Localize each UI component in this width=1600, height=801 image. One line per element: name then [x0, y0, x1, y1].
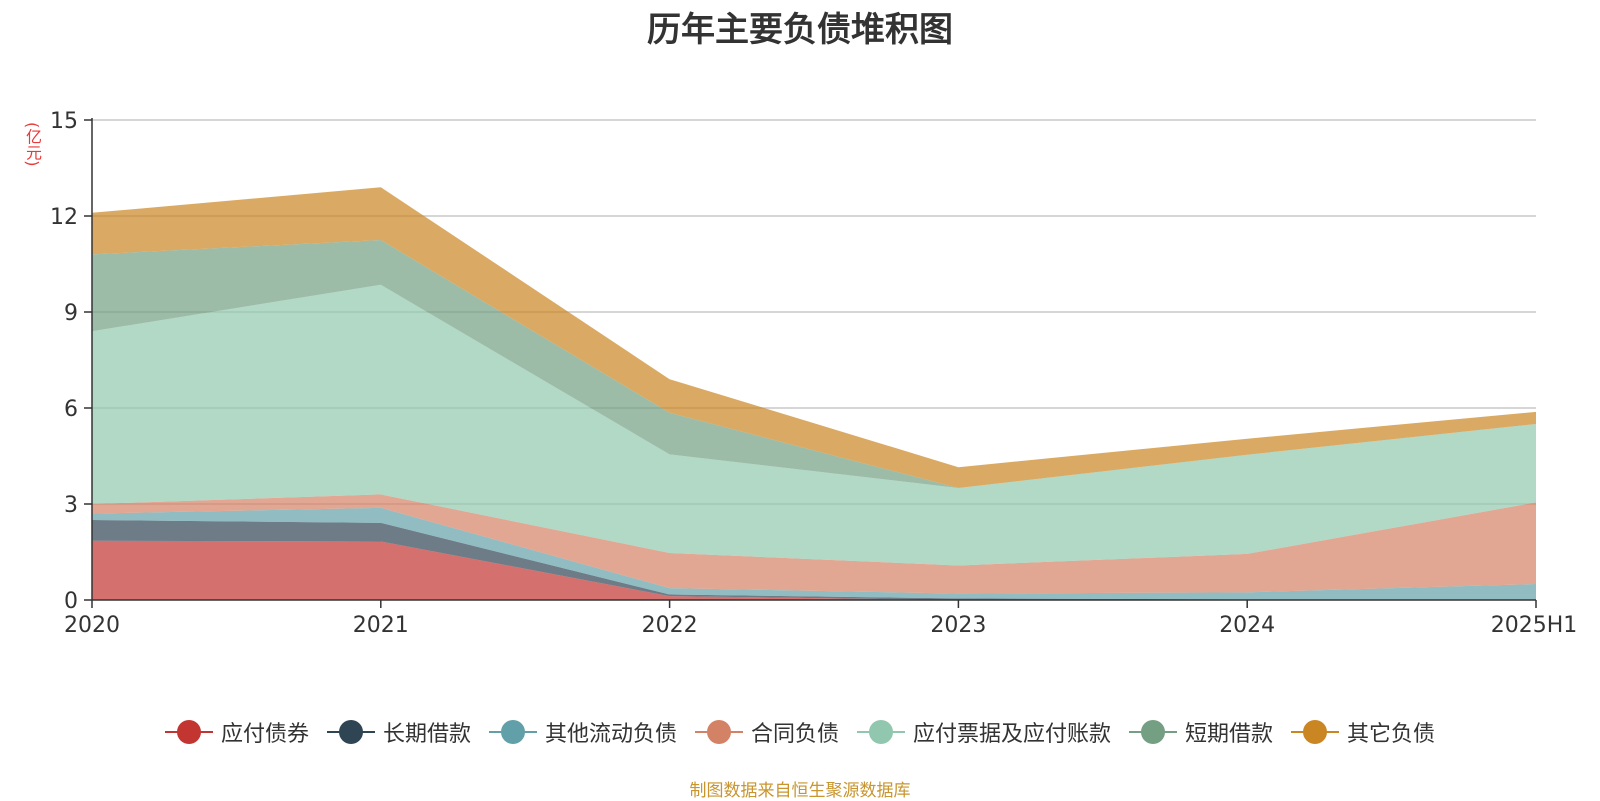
legend-label: 长期借款 [382, 722, 471, 747]
area-series [92, 187, 1536, 600]
x-tick-label: 2022 [642, 613, 698, 638]
legend: 应付债券 长期借款 其他流动负债 合同负债 应付票据及应付账款 短期借款 其它负债 [0, 716, 1600, 748]
legend-label: 其他流动负债 [544, 722, 677, 747]
legend-item[interactable]: 应付票据及应付账款 [857, 716, 1111, 748]
legend-label: 应付债券 [220, 722, 309, 747]
y-tick-label: 0 [64, 589, 78, 614]
axes: 0 3 6 9 12 15 2020 2021 2022 2023 2024 2025H1 [50, 109, 1577, 638]
legend-item[interactable]: 合同负债 [694, 716, 839, 748]
y-tick-label: 6 [64, 397, 78, 422]
legend-label: 短期借款 [1185, 722, 1274, 747]
area-series-4[interactable] [92, 494, 1536, 594]
y-tick-label: 15 [50, 109, 78, 134]
x-tick-label: 2024 [1219, 613, 1275, 638]
legend-marker-icon [694, 720, 743, 744]
legend-item[interactable]: 长期借款 [326, 716, 471, 748]
legend-label: 合同负债 [750, 722, 839, 747]
legend-marker-icon [1291, 720, 1340, 744]
source-note: 制图数据来自恒生聚源数据库 [689, 781, 911, 801]
area-series-3[interactable] [92, 507, 1536, 600]
legend-item[interactable]: 其他流动负债 [488, 716, 677, 748]
area-series-1[interactable] [92, 540, 1536, 600]
x-tick-label: 2020 [64, 613, 120, 638]
x-tick-label: 2025H1 [1491, 613, 1578, 638]
area-series-7[interactable] [92, 187, 1536, 488]
legend-item[interactable]: 其它负债 [1291, 716, 1435, 748]
x-tick-label: 2023 [930, 613, 986, 638]
legend-marker-icon [164, 720, 213, 744]
legend-item[interactable]: 应付债券 [164, 716, 309, 748]
area-series-2[interactable] [92, 520, 1536, 600]
legend-item[interactable]: 短期借款 [1129, 716, 1273, 748]
x-tick-label: 2021 [353, 613, 409, 638]
y-tick-label: 9 [64, 301, 78, 326]
y-tick-label: 12 [50, 205, 78, 230]
legend-marker-icon [326, 720, 375, 744]
y-axis-unit-label: (亿元) [23, 122, 42, 167]
chart-title: 历年主要负债堆积图 [647, 10, 953, 50]
area-series-6[interactable] [92, 240, 1536, 488]
legend-marker-icon [857, 720, 905, 744]
y-tick-label: 3 [64, 493, 78, 518]
area-series-5[interactable] [92, 284, 1536, 566]
legend-marker-icon [1129, 720, 1178, 744]
legend-label: 其它负债 [1347, 722, 1436, 747]
legend-label: 应付票据及应付账款 [913, 722, 1112, 747]
legend-marker-icon [488, 720, 537, 744]
